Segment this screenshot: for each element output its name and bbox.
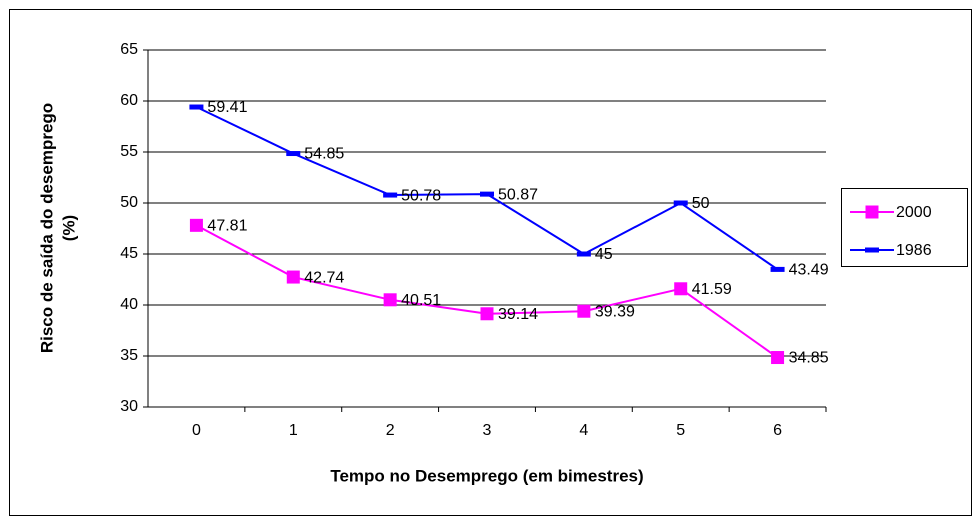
legend-marker bbox=[865, 247, 879, 253]
y-tick-label: 40 bbox=[120, 296, 138, 313]
data-label: 47.81 bbox=[207, 218, 247, 235]
data-label: 50.87 bbox=[498, 186, 538, 203]
x-tick-label: 0 bbox=[192, 422, 201, 439]
data-label: 50 bbox=[692, 195, 710, 212]
data-point bbox=[383, 293, 397, 307]
data-label: 39.14 bbox=[498, 306, 538, 323]
data-point bbox=[480, 191, 494, 197]
data-point bbox=[674, 282, 688, 296]
data-point bbox=[576, 251, 591, 257]
x-tick-label: 4 bbox=[579, 422, 588, 439]
data-label: 50.78 bbox=[401, 187, 441, 204]
data-point bbox=[383, 192, 398, 198]
series-line bbox=[195, 106, 779, 271]
legend-marker bbox=[865, 205, 879, 219]
data-point bbox=[770, 266, 785, 272]
x-tick-label: 5 bbox=[676, 422, 685, 439]
y-tick-label: 55 bbox=[120, 143, 138, 160]
data-point bbox=[286, 270, 300, 284]
data-point bbox=[189, 104, 204, 110]
data-point bbox=[480, 307, 494, 321]
data-label: 45 bbox=[595, 246, 613, 263]
legend-label: 1986 bbox=[896, 242, 932, 259]
y-tick-label: 65 bbox=[120, 41, 138, 58]
y-axis-title: Risco de saída do desemprego (%) bbox=[37, 103, 78, 353]
x-tick-label: 6 bbox=[773, 422, 782, 439]
data-label: 59.41 bbox=[207, 99, 247, 116]
data-point bbox=[771, 351, 785, 365]
data-label: 34.85 bbox=[789, 350, 829, 367]
x-tick-label: 2 bbox=[386, 422, 395, 439]
data-point bbox=[286, 151, 301, 157]
data-label: 42.74 bbox=[304, 269, 344, 286]
data-label: 54.85 bbox=[304, 146, 344, 163]
y-axis-title-line: (%) bbox=[59, 215, 78, 241]
data-label: 41.59 bbox=[692, 281, 732, 298]
x-tick-label: 3 bbox=[483, 422, 492, 439]
series-line bbox=[195, 224, 779, 359]
data-label: 43.49 bbox=[789, 262, 829, 279]
data-point bbox=[189, 218, 203, 232]
legend-label: 2000 bbox=[896, 204, 932, 221]
x-axis-title: Tempo no Desemprego (em bimestres) bbox=[330, 466, 643, 485]
x-tick-label: 1 bbox=[289, 422, 298, 439]
legend-box bbox=[841, 188, 968, 267]
data-point bbox=[577, 304, 591, 318]
y-tick-label: 50 bbox=[120, 194, 138, 211]
data-label: 40.51 bbox=[401, 292, 441, 309]
y-axis-title-line: Risco de saída do desemprego bbox=[37, 103, 56, 353]
y-tick-label: 60 bbox=[120, 92, 138, 109]
y-tick-label: 30 bbox=[120, 398, 138, 415]
y-tick-label: 35 bbox=[120, 347, 138, 364]
data-point bbox=[673, 200, 688, 206]
y-tick-label: 45 bbox=[120, 245, 138, 262]
data-label: 39.39 bbox=[595, 303, 635, 320]
chart-border bbox=[9, 9, 972, 516]
